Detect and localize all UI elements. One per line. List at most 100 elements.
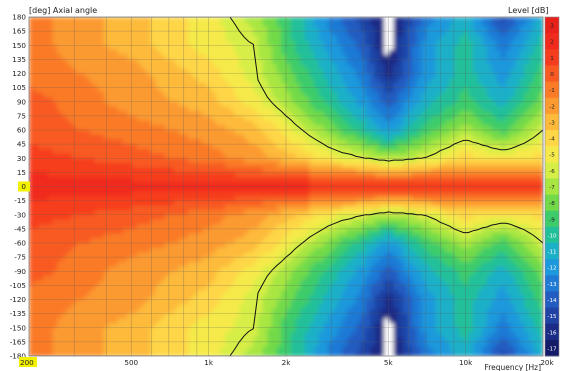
heatmap-cell <box>346 167 353 173</box>
heatmap-cell <box>468 144 474 150</box>
heatmap-cell <box>318 92 324 98</box>
heatmap-cell <box>29 125 35 131</box>
heatmap-cell <box>75 224 81 230</box>
heatmap-cell <box>505 158 511 164</box>
heatmap-cell <box>496 92 502 98</box>
heatmap-cell <box>332 200 338 206</box>
heatmap-cell <box>173 35 180 42</box>
heatmap-cell <box>435 172 441 178</box>
heatmap-cell <box>131 172 138 178</box>
heatmap-cell <box>342 153 348 159</box>
heatmap-cell <box>197 177 203 183</box>
heatmap-cell <box>290 87 296 93</box>
heatmap-cell <box>374 125 381 131</box>
heatmap-cell <box>379 87 385 93</box>
heatmap-cell <box>71 139 77 145</box>
heatmap-cell <box>398 191 404 197</box>
heatmap-cell <box>519 111 525 117</box>
heatmap-cell <box>318 97 324 103</box>
heatmap-cell <box>407 148 413 155</box>
heatmap-cell <box>164 111 170 117</box>
heatmap-cell <box>412 78 418 84</box>
heatmap-cell <box>29 54 35 60</box>
heatmap-cell <box>300 54 306 60</box>
heatmap-cell <box>225 186 231 192</box>
heatmap-cell <box>43 167 49 173</box>
heatmap-cell <box>71 153 77 159</box>
heatmap-cell <box>33 153 39 159</box>
heatmap-cell <box>505 224 511 230</box>
heatmap-cell <box>384 148 390 155</box>
heatmap-cell <box>57 148 63 155</box>
heatmap-cell <box>393 101 399 108</box>
heatmap-cell <box>314 82 320 89</box>
heatmap-cell <box>430 82 437 89</box>
heatmap-cell <box>169 219 175 225</box>
heatmap-cell <box>463 59 469 65</box>
heatmap-cell <box>398 148 404 155</box>
heatmap-cell <box>80 120 86 126</box>
heatmap-cell <box>426 134 432 141</box>
heatmap-cell <box>43 148 49 155</box>
heatmap-cell <box>117 17 124 23</box>
heatmap-cell <box>449 158 455 164</box>
heatmap-cell <box>108 26 114 32</box>
heatmap-cell <box>300 130 306 136</box>
heatmap-cell <box>66 139 72 145</box>
heatmap-cell <box>52 139 58 145</box>
heatmap-cell <box>384 101 390 108</box>
heatmap-cell <box>257 195 264 202</box>
heatmap-cell <box>33 181 39 188</box>
heatmap-cell <box>122 162 128 169</box>
heatmap-cell <box>388 45 395 51</box>
heatmap-cell <box>510 125 516 131</box>
heatmap-cell <box>29 64 35 70</box>
heatmap-cell <box>239 200 245 206</box>
heatmap-cell <box>440 210 446 216</box>
heatmap-cell <box>435 59 441 65</box>
heatmap-cell <box>257 125 264 131</box>
heatmap-cell <box>416 21 423 28</box>
heatmap-cell <box>43 125 49 131</box>
heatmap-cell <box>500 191 507 197</box>
heatmap-cell <box>117 97 124 103</box>
heatmap-cell <box>136 68 142 75</box>
heatmap-cell <box>89 40 96 46</box>
heatmap-cell <box>440 214 446 221</box>
heatmap-cell <box>61 115 67 122</box>
heatmap-cell <box>197 158 203 164</box>
heatmap-cell <box>491 54 497 60</box>
heatmap-cell <box>197 73 203 79</box>
heatmap-cell <box>257 17 264 23</box>
heatmap-cell <box>426 200 432 206</box>
heatmap-cell <box>365 219 371 225</box>
heatmap-cell <box>430 54 437 60</box>
heatmap-cell <box>52 120 58 126</box>
heatmap-cell <box>332 148 338 155</box>
heatmap-cell <box>61 35 67 42</box>
heatmap-cell <box>286 92 292 98</box>
heatmap-cell <box>99 97 105 103</box>
heatmap-cell <box>416 181 423 188</box>
heatmap-cell <box>435 106 441 112</box>
heatmap-cell <box>187 64 194 70</box>
heatmap-cell <box>314 68 320 75</box>
heatmap-cell <box>295 219 301 225</box>
heatmap-cell <box>514 186 521 192</box>
heatmap-cell <box>281 49 287 56</box>
heatmap-cell <box>496 200 502 206</box>
heatmap-cell <box>356 92 362 98</box>
heatmap-cell <box>136 35 142 42</box>
heatmap-cell <box>500 195 507 202</box>
heatmap-cell <box>206 205 212 211</box>
heatmap-cell <box>271 120 278 126</box>
heatmap-cell <box>388 195 395 202</box>
heatmap-cell <box>295 130 301 136</box>
heatmap-cell <box>519 64 525 70</box>
heatmap-cell <box>29 144 35 150</box>
heatmap-cell <box>201 40 208 46</box>
heatmap-cell <box>211 162 217 169</box>
heatmap-cell <box>449 153 455 159</box>
heatmap-cell <box>426 205 432 211</box>
heatmap-cell <box>52 191 58 197</box>
